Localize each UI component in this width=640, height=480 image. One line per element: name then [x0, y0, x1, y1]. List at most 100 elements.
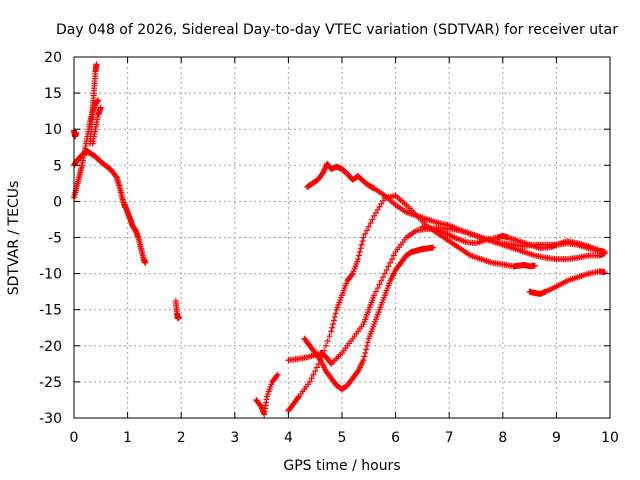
- data-point: [380, 197, 387, 204]
- data-point: [430, 244, 437, 251]
- y-tick-label: 0: [53, 194, 62, 210]
- data-point: [310, 371, 317, 378]
- data-point: [355, 252, 362, 259]
- data-point: [360, 357, 367, 364]
- data-point: [328, 328, 335, 335]
- data-point: [330, 317, 337, 324]
- data-point: [295, 394, 302, 401]
- data-point: [322, 342, 329, 349]
- y-tick-label: -30: [39, 411, 62, 427]
- data-point: [308, 375, 315, 382]
- data-point: [93, 61, 100, 68]
- data-series: [89, 104, 104, 147]
- x-tick-label: 3: [230, 430, 239, 446]
- tick-layer: 0 1 2 3 4 5 6 7 8 9 10 20 15 10 5 0 -5 -10 -15 -20 -25 -30: [39, 50, 619, 446]
- y-tick-label: -15: [39, 303, 62, 319]
- data-point: [365, 223, 372, 230]
- data-point: [354, 369, 361, 376]
- data-series: [526, 268, 608, 297]
- data-point: [601, 269, 608, 276]
- data-layer: [71, 61, 608, 418]
- x-tick-label: 1: [123, 430, 132, 446]
- x-tick-label: 0: [70, 430, 79, 446]
- data-point: [372, 288, 379, 295]
- y-tick-label: -25: [39, 375, 62, 391]
- data-point: [306, 378, 313, 385]
- x-tick-label: 8: [498, 430, 507, 446]
- x-tick-label: 9: [552, 430, 561, 446]
- data-point: [313, 364, 320, 371]
- data-point: [389, 256, 396, 263]
- data-point: [371, 292, 378, 299]
- x-tick-label: 2: [177, 430, 186, 446]
- data-point: [176, 313, 183, 320]
- data-point: [371, 212, 378, 219]
- data-point: [531, 262, 538, 269]
- data-series: [172, 298, 183, 322]
- data-point: [359, 238, 366, 245]
- data-point: [361, 353, 368, 360]
- data-point: [329, 324, 336, 331]
- data-point: [381, 270, 388, 277]
- data-point: [378, 277, 385, 284]
- y-tick-label: -20: [39, 339, 62, 355]
- data-point: [390, 252, 397, 259]
- data-series: [285, 192, 538, 414]
- data-point: [348, 271, 355, 278]
- y-tick-label: 10: [44, 122, 62, 138]
- data-point: [312, 368, 319, 375]
- data-point: [376, 203, 383, 210]
- x-tick-label: 4: [284, 430, 293, 446]
- data-point: [601, 248, 608, 255]
- data-point: [378, 200, 385, 207]
- data-point: [356, 248, 363, 255]
- data-point: [357, 245, 364, 252]
- data-point: [324, 337, 331, 344]
- x-tick-label: 7: [445, 430, 454, 446]
- data-point: [364, 342, 371, 349]
- y-axis-label: SDTVAR / TECUs: [6, 181, 22, 296]
- data-point: [360, 234, 367, 241]
- data-point: [326, 333, 333, 340]
- data-point: [374, 206, 381, 213]
- chart-title: Day 048 of 2026, Sidereal Day-to-day VTE…: [56, 22, 618, 38]
- data-point: [330, 321, 337, 328]
- data-series: [419, 223, 608, 255]
- data-point: [363, 346, 370, 353]
- x-axis-label: GPS time / hours: [283, 458, 400, 474]
- data-point: [327, 359, 334, 366]
- data-series: [253, 371, 281, 418]
- data-point: [362, 350, 369, 357]
- data-point: [273, 372, 280, 379]
- data-point: [374, 285, 381, 292]
- y-tick-label: -10: [39, 267, 62, 283]
- data-point: [364, 227, 371, 234]
- data-point: [316, 356, 323, 363]
- data-point: [383, 266, 390, 273]
- data-point: [372, 209, 379, 216]
- data-point: [332, 310, 339, 317]
- data-point: [367, 220, 374, 227]
- data-point: [331, 313, 338, 320]
- data-series: [301, 244, 437, 393]
- y-tick-label: 15: [44, 86, 62, 102]
- data-point: [385, 263, 392, 270]
- data-point: [364, 339, 371, 346]
- data-point: [274, 371, 281, 378]
- data-point: [387, 259, 394, 266]
- data-point: [358, 241, 365, 248]
- data-point: [142, 259, 149, 266]
- data-point: [380, 274, 387, 281]
- data-point: [355, 256, 362, 263]
- data-series: [121, 202, 149, 266]
- x-tick-label: 6: [391, 430, 400, 446]
- data-point: [362, 230, 369, 237]
- grid-layer: [74, 57, 610, 418]
- data-point: [97, 104, 104, 111]
- x-tick-label: 5: [338, 430, 347, 446]
- y-tick-label: -5: [48, 231, 62, 247]
- x-tick-label: 10: [601, 430, 619, 446]
- data-point: [369, 216, 376, 223]
- data-point: [376, 281, 383, 288]
